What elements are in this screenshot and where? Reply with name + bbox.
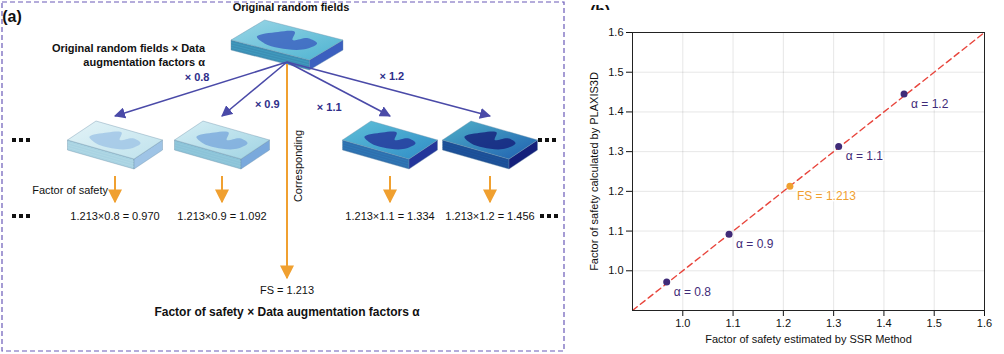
svg-text:× 1.2: × 1.2 xyxy=(379,70,404,82)
svg-text:1.213×0.8 = 0.970: 1.213×0.8 = 0.970 xyxy=(70,210,159,222)
svg-text:Corresponding: Corresponding xyxy=(292,130,304,202)
svg-text:1.5: 1.5 xyxy=(927,317,942,329)
svg-text:augmentation factors α: augmentation factors α xyxy=(83,56,205,68)
svg-text:α = 0.9: α = 0.9 xyxy=(736,237,774,251)
svg-text:Factor of safety: Factor of safety xyxy=(32,184,108,196)
svg-text:α = 0.8: α = 0.8 xyxy=(674,285,712,299)
svg-text:Factor of safety calculated by: Factor of safety calculated by PLAXIS3D xyxy=(588,72,600,271)
svg-text:FS = 1.213: FS = 1.213 xyxy=(260,284,314,296)
svg-text:1.3: 1.3 xyxy=(608,145,623,157)
svg-text:1.4: 1.4 xyxy=(608,105,623,117)
svg-text:1.213×1.2 = 1.456: 1.213×1.2 = 1.456 xyxy=(445,210,534,222)
svg-text:Original random fields × Data: Original random fields × Data xyxy=(52,42,206,54)
svg-text:1.1: 1.1 xyxy=(725,317,740,329)
svg-text:1.2: 1.2 xyxy=(608,185,623,197)
svg-text:Factor of safety estimated by: Factor of safety estimated by SSR Method xyxy=(705,333,912,345)
svg-text:1.213×0.9 = 1.092: 1.213×0.9 = 1.092 xyxy=(177,210,266,222)
svg-text:1.0: 1.0 xyxy=(608,264,623,276)
svg-text:1.6: 1.6 xyxy=(977,317,992,329)
svg-text:1.4: 1.4 xyxy=(876,317,891,329)
svg-text:1.6: 1.6 xyxy=(608,26,623,38)
svg-text:Original random fields: Original random fields xyxy=(233,1,350,13)
svg-text:1.3: 1.3 xyxy=(826,317,841,329)
html-text:(b): (b) xyxy=(590,3,611,20)
svg-text:1.0: 1.0 xyxy=(675,317,690,329)
svg-text:1.2: 1.2 xyxy=(776,317,791,329)
svg-text:1.213×1.1 = 1.334: 1.213×1.1 = 1.334 xyxy=(345,210,434,222)
svg-text:FS = 1.213: FS = 1.213 xyxy=(797,189,856,203)
svg-text:α = 1.1: α = 1.1 xyxy=(846,149,884,163)
svg-text:1.1: 1.1 xyxy=(608,225,623,237)
svg-text:× 0.9: × 0.9 xyxy=(255,98,280,110)
svg-text:Factor of safety × Data augmen: Factor of safety × Data augmentation fac… xyxy=(154,305,420,319)
svg-text:× 1.1: × 1.1 xyxy=(317,101,342,113)
svg-text:α = 1.2: α = 1.2 xyxy=(911,97,949,111)
svg-text:× 0.8: × 0.8 xyxy=(185,71,210,83)
svg-text:(a): (a) xyxy=(2,8,22,25)
svg-text:1.5: 1.5 xyxy=(608,66,623,78)
